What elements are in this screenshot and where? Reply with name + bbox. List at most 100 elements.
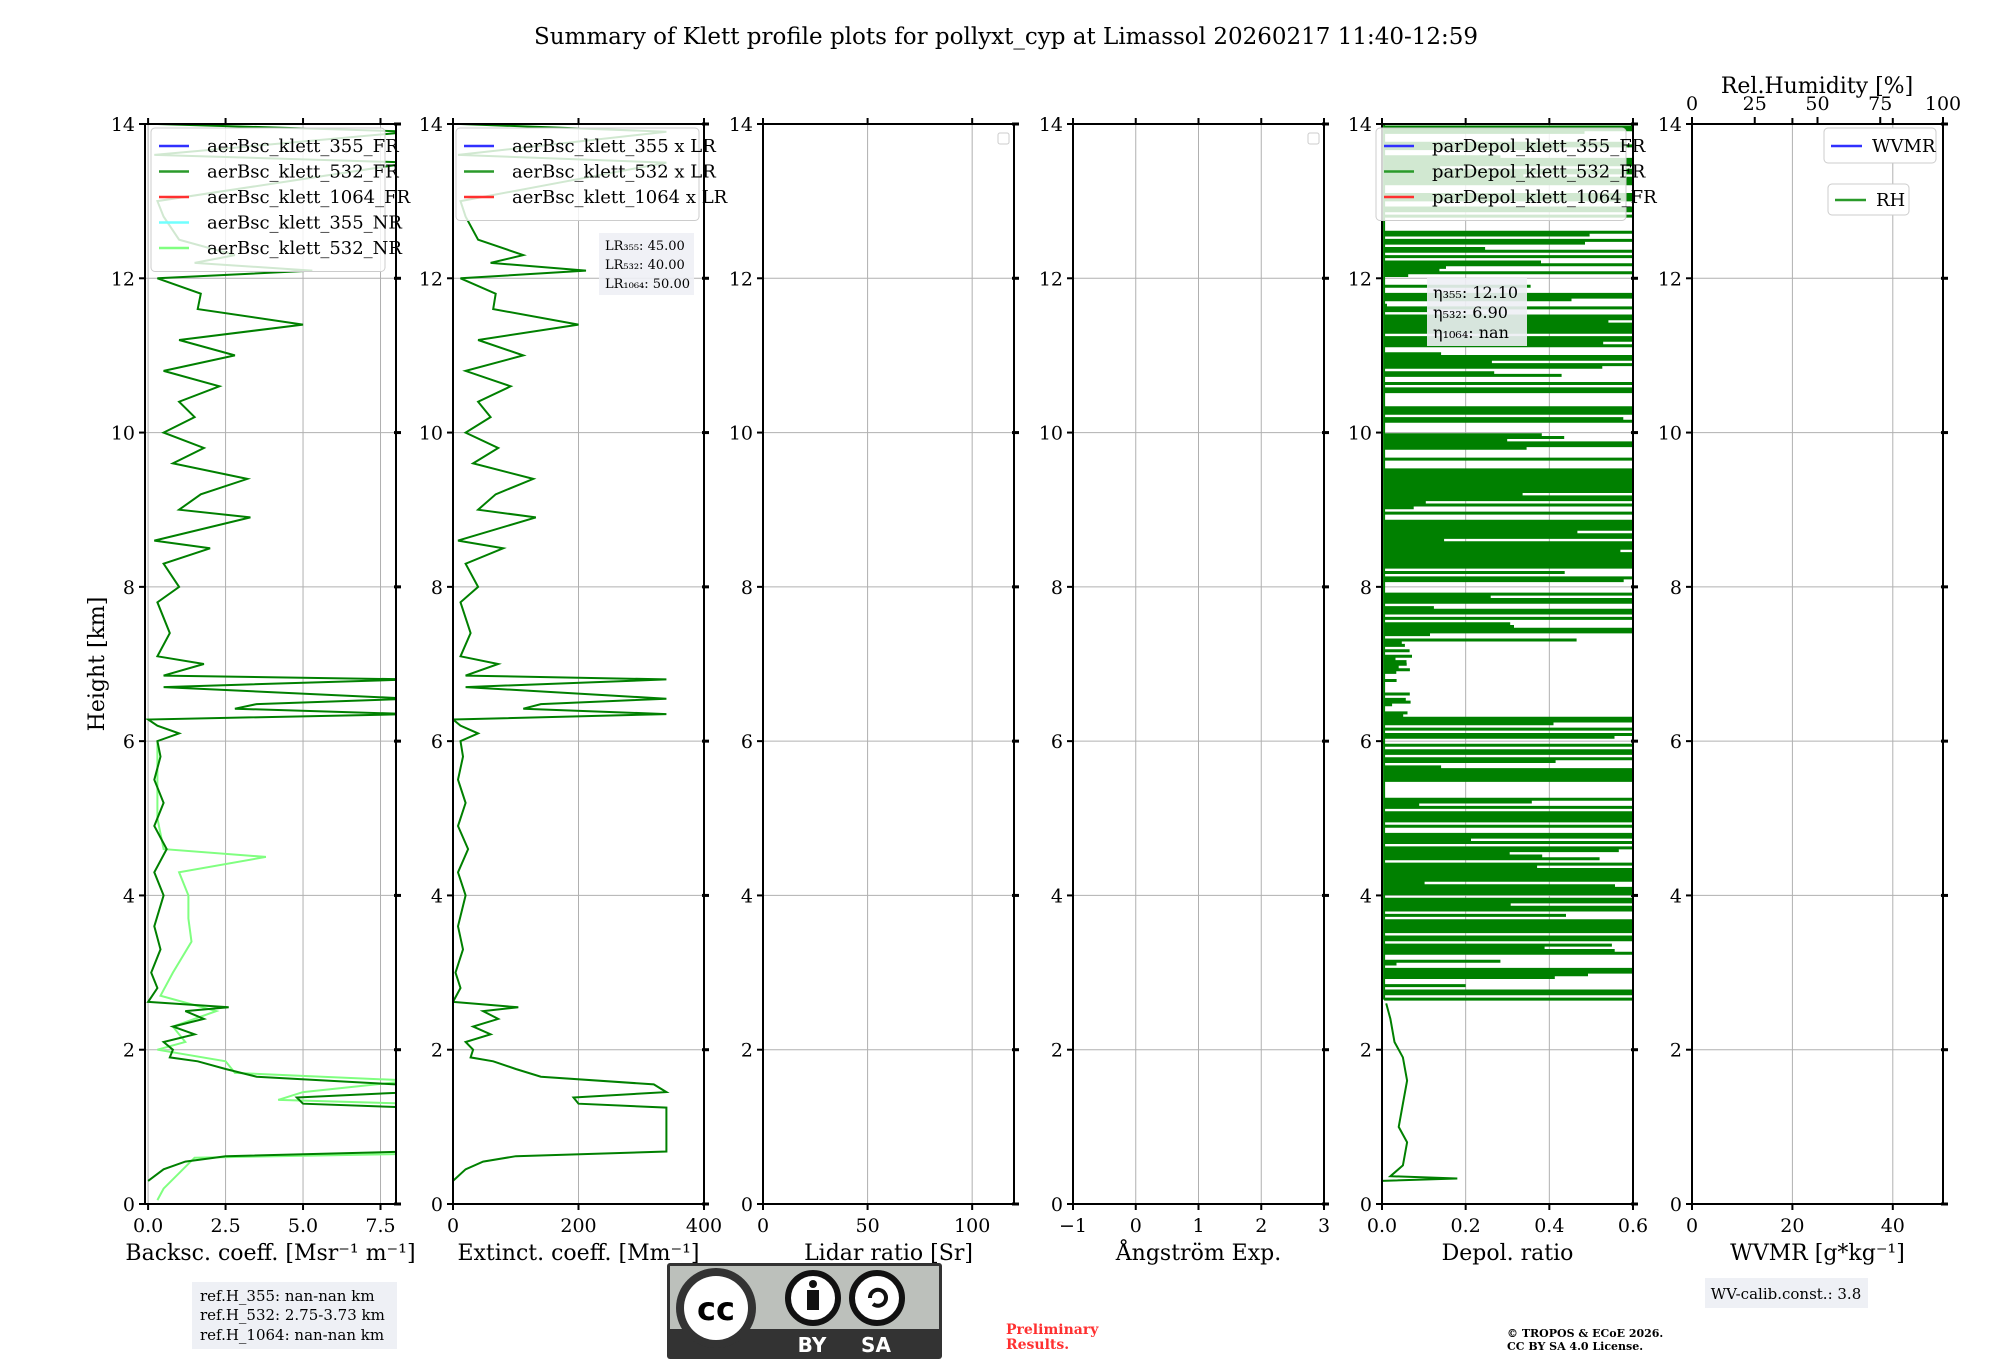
x-axis-label: Ångström Exp. xyxy=(1115,1238,1281,1266)
x-axis-label: Lidar ratio [Sr] xyxy=(804,1241,973,1266)
y-tick-label: 2 xyxy=(1670,1040,1682,1062)
annotation-line: η₁₀₆₄: nan xyxy=(1433,323,1509,342)
y-tick-label: 14 xyxy=(1039,114,1063,136)
axes-frame xyxy=(762,123,1015,1205)
top-x-tick-label: 0 xyxy=(1686,93,1698,115)
y-tick-label: 6 xyxy=(741,731,753,753)
legend-label: aerBsc_klett_532_FR xyxy=(207,162,399,183)
axes-frame xyxy=(1381,123,1634,1205)
y-tick-label: 12 xyxy=(111,268,135,290)
preliminary-line2: Results. xyxy=(1006,1337,1069,1353)
top-x-axis-label: Rel.Humidity [%] xyxy=(1721,74,1913,99)
plot-area xyxy=(453,124,670,1182)
y-tick-label: 8 xyxy=(741,577,753,599)
x-tick-label: 50 xyxy=(855,1215,879,1237)
x-tick-label: 0.6 xyxy=(1618,1215,1648,1237)
y-tick-label: 2 xyxy=(741,1040,753,1062)
y-tick-label: 0 xyxy=(1670,1194,1682,1216)
y-tick-label: 0 xyxy=(1360,1194,1372,1216)
x-tick-label: 0.4 xyxy=(1534,1215,1564,1237)
cc-text: cc xyxy=(697,1290,735,1328)
axes-frame xyxy=(452,123,705,1205)
refh-355: ref.H_355: nan-nan km xyxy=(200,1287,375,1305)
y-tick-label: 8 xyxy=(1670,577,1682,599)
annotation-line: LR₃₅₅: 45.00 xyxy=(605,239,685,254)
preliminary-line1: Preliminary xyxy=(1006,1322,1099,1338)
y-tick-label: 6 xyxy=(1051,731,1063,753)
y-tick-label: 6 xyxy=(1670,731,1682,753)
y-tick-label: 4 xyxy=(1670,885,1682,907)
legend-label: parDepol_klett_1064_FR xyxy=(1432,187,1657,208)
y-tick-label: 10 xyxy=(419,423,443,445)
x-tick-label: 3 xyxy=(1318,1215,1330,1237)
y-tick-label: 0 xyxy=(123,1194,135,1216)
refh-532: ref.H_532: 2.75-3.73 km xyxy=(200,1306,385,1324)
x-tick-label: 0.0 xyxy=(1367,1215,1397,1237)
y-tick-label: 0 xyxy=(431,1194,443,1216)
copyright-line1: © TROPOS & ECoE 2026. xyxy=(1507,1327,1663,1340)
x-tick-label: 20 xyxy=(1780,1215,1804,1237)
plot-area xyxy=(1382,124,1633,1204)
legend-rh: RH xyxy=(1827,183,1910,216)
panel-extinction: 0 200 400 0 2 4 6 8 10 12 14 Extinct. coeff. [Mm⁻¹]… xyxy=(419,114,728,1266)
x-tick-label: 7.5 xyxy=(365,1215,395,1237)
axes-frame xyxy=(1691,123,1944,1205)
x-tick-label: 100 xyxy=(954,1215,990,1237)
y-tick-label: 12 xyxy=(1348,268,1372,290)
y-tick-label: 4 xyxy=(741,885,753,907)
y-tick-label: 10 xyxy=(1348,423,1372,445)
y-tick-label: 14 xyxy=(1658,114,1682,136)
wv-calib-text: WV-calib.const.: 3.8 xyxy=(1711,1285,1862,1303)
annotation-line: η₃₅₅: 12.10 xyxy=(1433,283,1518,302)
y-tick-label: 14 xyxy=(1348,114,1372,136)
refh-1064: ref.H_1064: nan-nan km xyxy=(200,1326,384,1344)
y-tick-label: 12 xyxy=(729,268,753,290)
y-tick-label: 4 xyxy=(1051,885,1063,907)
y-tick-label: 4 xyxy=(431,885,443,907)
x-tick-label: 2 xyxy=(1255,1215,1267,1237)
legend-label: aerBsc_klett_1064_FR xyxy=(207,187,411,208)
y-tick-label: 8 xyxy=(1051,577,1063,599)
x-tick-label: 0 xyxy=(757,1215,769,1237)
y-tick-label: 14 xyxy=(729,114,753,136)
x-tick-label: 5.0 xyxy=(288,1215,318,1237)
y-tick-label: 14 xyxy=(111,114,135,136)
y-tick-label: 2 xyxy=(1051,1040,1063,1062)
x-tick-label: −1 xyxy=(1059,1215,1087,1237)
legend-label: aerBsc_klett_355 x LR xyxy=(512,136,716,157)
panel-backscatter: 0.0 2.5 5.0 7.5 0 2 4 6 8 10 12 14 Backsc. coeff. [M… xyxy=(111,114,416,1266)
annotation-line: LR₁₀₆₄: 50.00 xyxy=(605,277,690,292)
axes-frame xyxy=(144,123,397,1205)
x-tick-label: 0.0 xyxy=(133,1215,163,1237)
panel-depol: 0.0 0.2 0.4 0.6 0 2 4 6 8 10 12 14 Depol. ratio parDe… xyxy=(1348,114,1657,1266)
sa-text: SA xyxy=(861,1333,891,1357)
top-x-tick-label: 100 xyxy=(1925,93,1961,115)
figure-title: Summary of Klett profile plots for polly… xyxy=(534,24,1478,50)
axes-frame xyxy=(1072,123,1325,1205)
plot-area xyxy=(145,124,396,1201)
legend-label: WVMR xyxy=(1872,136,1936,157)
legend-label: RH xyxy=(1876,190,1905,211)
series-parDepol_klett_532_FR xyxy=(1382,1003,1458,1204)
legend-label: aerBsc_klett_532_NR xyxy=(207,238,402,259)
legend-label: aerBsc_klett_532 x LR xyxy=(512,162,716,183)
top-x-tick-label: 75 xyxy=(1868,93,1892,115)
y-tick-label: 4 xyxy=(123,885,135,907)
legend: parDepol_klett_355_FR parDepol_klett_532_… xyxy=(1375,127,1657,221)
x-tick-label: 0.2 xyxy=(1451,1215,1481,1237)
y-tick-label: 6 xyxy=(431,731,443,753)
panel-lidar-ratio: 0 50 100 0 2 4 6 8 10 12 14 Lidar ratio [Sr] xyxy=(729,114,1019,1266)
x-axis-label: WVMR [g*kg⁻¹] xyxy=(1730,1241,1905,1266)
x-tick-label: 0 xyxy=(1130,1215,1142,1237)
x-tick-label: 40 xyxy=(1881,1215,1905,1237)
legend-wvmr: WVMR xyxy=(1823,127,1937,164)
empty-legend xyxy=(1307,132,1320,145)
legend-label: aerBsc_klett_355_NR xyxy=(207,213,402,234)
y-tick-label: 8 xyxy=(431,577,443,599)
y-tick-label: 4 xyxy=(1360,885,1372,907)
cc-by-sa-logo[interactable]: cc BY SA xyxy=(667,1263,942,1359)
y-tick-label: 2 xyxy=(1360,1040,1372,1062)
legend-label: aerBsc_klett_355_FR xyxy=(207,136,399,157)
